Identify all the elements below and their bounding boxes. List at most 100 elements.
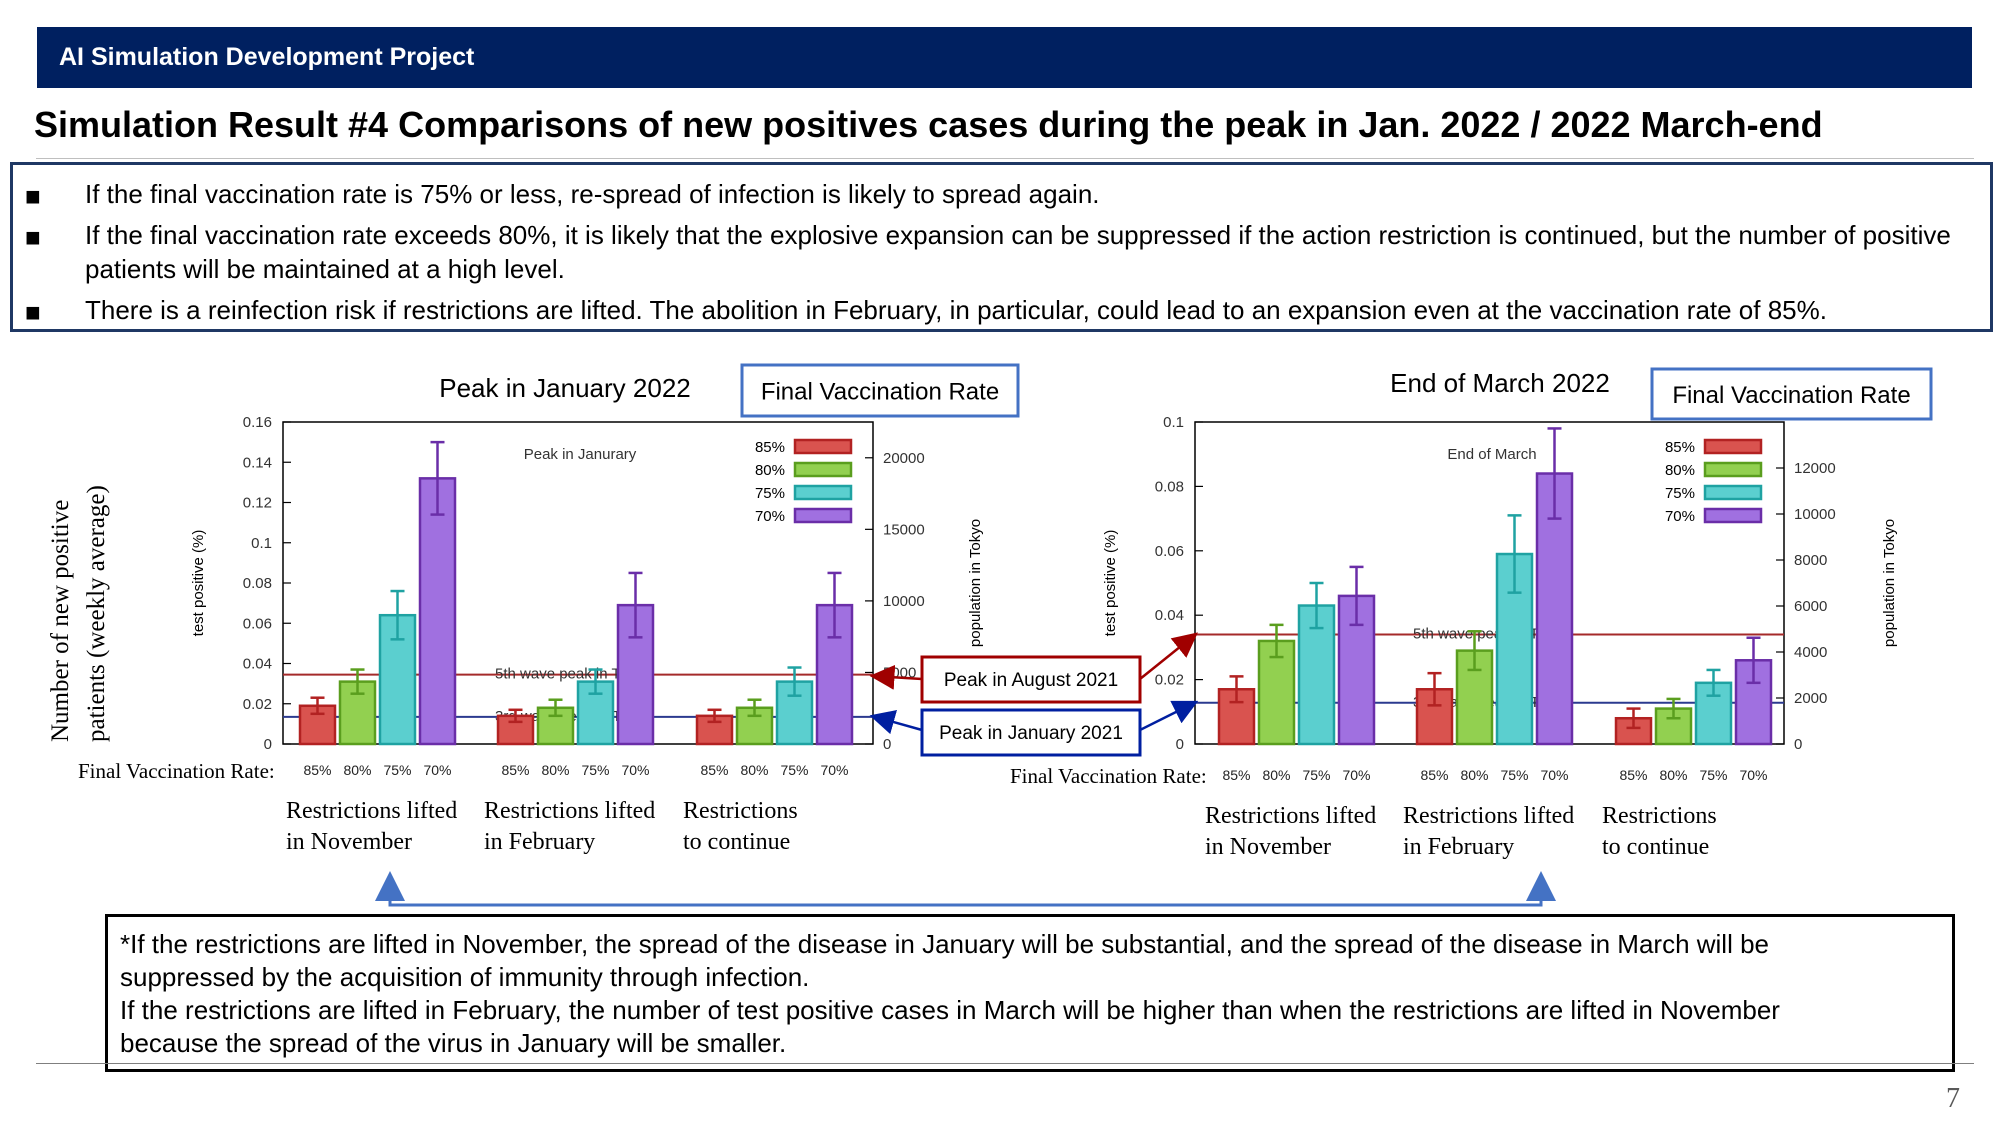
chart2-legend-swatch-3 — [1703, 484, 1763, 501]
chart2-bar-g1-75 — [1297, 604, 1336, 746]
chart2-title: End of March 2022 — [1390, 368, 1610, 398]
note-line-1: *If the restrictions are lifted in Novem… — [120, 929, 1770, 959]
chart1-ytick-label: 0.04 — [243, 656, 272, 673]
bullet-marker-3: ■ — [25, 297, 41, 327]
chart2-legend-swatch-2 — [1703, 461, 1763, 478]
chart1-ref-label-1: 5th wave peak in Tokyo — [495, 666, 651, 683]
chart2-bar-label: 80% — [1659, 767, 1687, 783]
bullet-marker-2: ■ — [25, 222, 41, 252]
chart1-ytick-label: 0 — [264, 736, 272, 753]
page-number: 7 — [1946, 1083, 1960, 1114]
chart1-title: Peak in January 2022 — [439, 373, 691, 403]
callout-august-text: Peak in August 2021 — [944, 670, 1118, 691]
chart2-ylabel: test positive (%) — [1102, 530, 1119, 637]
summary-bullet-3: There is a reinfection risk if restricti… — [85, 295, 1827, 325]
chart1-group-label-1-line1: Restrictions lifted — [286, 798, 457, 824]
chart1-group-label-3-line1: Restrictions — [683, 798, 798, 824]
chart2-inner-label: End of March — [1447, 446, 1536, 463]
chart2-legend-swatch-1 — [1703, 438, 1763, 455]
chart1-y2tick-label: 10000 — [883, 593, 925, 610]
chart2-ytick-label: 0.1 — [1163, 414, 1184, 431]
chart1-y2tick-label: 0 — [883, 736, 891, 753]
callout-august-arrow-left — [869, 664, 923, 690]
bracket-connector — [388, 877, 1543, 907]
chart2-legend-swatch-4 — [1703, 507, 1763, 524]
chart2-y2tick-label: 4000 — [1794, 644, 1827, 661]
chart2-bar-label: 70% — [1739, 767, 1767, 783]
chart1-legend-swatch-4 — [793, 507, 853, 524]
chart1-ytick-label: 0.14 — [243, 454, 272, 471]
slide-title: Simulation Result #4 Comparisons of new … — [34, 104, 1823, 145]
chart1-bar-label: 70% — [423, 762, 451, 778]
chart2-legend-label-3: 75% — [1665, 485, 1695, 502]
chart2-legend-label-2: 80% — [1665, 462, 1695, 479]
note-box: *If the restrictions are lifted in Novem… — [105, 914, 1955, 1072]
chart2-y2tick-label: 10000 — [1794, 506, 1836, 523]
callout-january-box — [920, 708, 1142, 757]
chart2-bar-label: 85% — [1619, 767, 1647, 783]
chart1-bar-label: 75% — [581, 762, 609, 778]
note-line-4: because the spread of the virus in Janua… — [120, 1028, 787, 1058]
chart1-legend-label-4: 70% — [755, 508, 785, 525]
chart2-legend-label-4: 70% — [1665, 508, 1695, 525]
chart2-bar-label: 75% — [1699, 767, 1727, 783]
chart2-y2tick-label: 8000 — [1794, 552, 1827, 569]
chart1-group-label-2-line2: in February — [484, 829, 595, 855]
chart1-ytick-label: 0.16 — [243, 414, 272, 431]
chart2-legend-title-box — [1650, 367, 1933, 421]
chart1-inner-label: Peak in Janurary — [524, 446, 637, 463]
chart2-group-label-2-line1: Restrictions lifted — [1403, 803, 1574, 829]
chart2-legend-label-1: 85% — [1665, 439, 1695, 456]
chart2-y2tick-label: 12000 — [1794, 460, 1836, 477]
chart2-bar-label: 75% — [1500, 767, 1528, 783]
callout-january-arrow-left — [869, 710, 923, 735]
chart2-group-label-3-line2: to continue — [1602, 834, 1709, 860]
chart1-ytick-label: 0.08 — [243, 575, 272, 592]
chart1-bar-label: 75% — [383, 762, 411, 778]
chart1-bar-label: 75% — [780, 762, 808, 778]
summary-bullet-1: If the final vaccination rate is 75% or … — [85, 179, 1100, 209]
chart1-legend-swatch-2 — [793, 461, 853, 478]
chart1-bar-label: 85% — [700, 762, 728, 778]
callout-january-text: Peak in January 2021 — [939, 723, 1123, 744]
chart1-ytick-label: 0.06 — [243, 615, 272, 632]
note-line-3: If the restrictions are lifted in Februa… — [120, 995, 1780, 1025]
chart2-bar-label: 85% — [1222, 767, 1250, 783]
chart2-group-label-1-line1: Restrictions lifted — [1205, 803, 1376, 829]
bullet-marker-1: ■ — [25, 181, 41, 211]
chart2-bar-label: 80% — [1262, 767, 1290, 783]
chart2-group-label-3-line1: Restrictions — [1602, 803, 1717, 829]
chart2-bar-label: 75% — [1302, 767, 1330, 783]
chart2-y2tick-label: 2000 — [1794, 690, 1827, 707]
chart2-ytick-label: 0.06 — [1155, 543, 1184, 560]
chart1-legend-title-box — [740, 363, 1020, 418]
note-line-2: suppressed by the acquisition of immunit… — [120, 962, 810, 992]
chart2-ytick-label: 0 — [1176, 736, 1184, 753]
chart1-ytick-label: 0.12 — [243, 495, 272, 512]
chart1-bar-label: 70% — [621, 762, 649, 778]
chart1-bar-label: 80% — [740, 762, 768, 778]
chart1-ytick-label: 0.02 — [243, 696, 272, 713]
chart2-y2tick-label: 6000 — [1794, 598, 1827, 615]
summary-bullet-2: If the final vaccination rate exceeds 80… — [85, 220, 1951, 284]
chart1-legend-label-2: 80% — [755, 462, 785, 479]
chart1-group-label-2-line1: Restrictions lifted — [484, 798, 655, 824]
chart1-bar-label: 85% — [501, 762, 529, 778]
callout-august-box — [920, 655, 1142, 704]
chart1-legend-title: Final Vaccination Rate — [761, 379, 999, 406]
chart2-bar-label: 70% — [1342, 767, 1370, 783]
note-text: *If the restrictions are lifted in Novem… — [120, 928, 1945, 1060]
chart1-legend-label-1: 85% — [755, 439, 785, 456]
chart2-ytick-label: 0.04 — [1155, 607, 1184, 624]
chart2-y2label: population in Tokyo — [1881, 519, 1898, 647]
big-ylabel-line2: patients (weekly average) — [83, 485, 110, 742]
chart1-group-label-1-line2: in November — [286, 829, 412, 855]
chart1-group-label-3-line2: to continue — [683, 829, 790, 855]
chart2-bar-g2-70 — [1535, 472, 1574, 746]
chart2-ytick-label: 0.02 — [1155, 672, 1184, 689]
chart1-bar-label: 85% — [303, 762, 331, 778]
callout-august-arrow-right — [1139, 632, 1198, 680]
big-ylabel-line1: Number of new positive — [47, 500, 74, 742]
chart1-legend-swatch-1 — [793, 438, 853, 455]
